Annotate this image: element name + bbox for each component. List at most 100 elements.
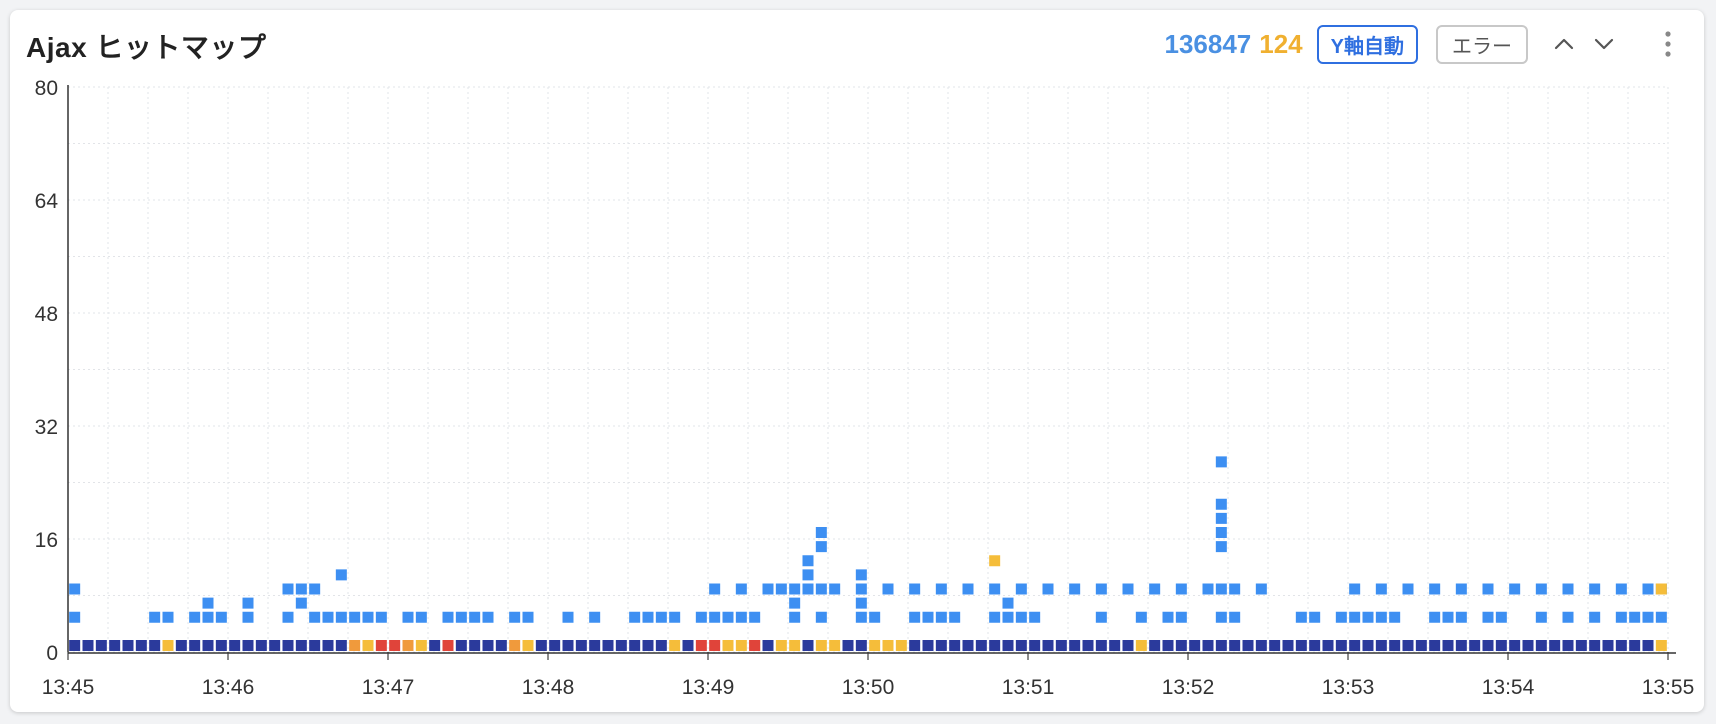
hitmap-cell-fast [815,583,827,595]
hitmap-cell-fast [709,611,721,623]
hitmap-cell-fast [1509,583,1521,595]
hitmap-cell-normal [1282,640,1294,651]
hitmap-cell-fast [802,555,814,567]
hitmap-cell-fast [1229,611,1241,623]
hitmap-cell-normal [1509,640,1521,651]
hitmap-cell-fast [309,611,321,623]
hitmap-cell-normal [1362,640,1374,651]
hitmap-cell-fast [1215,456,1227,468]
widget-header: Ajax ヒットマップ 136847 124 Y軸自動 エラー [26,24,1688,64]
total-count: 136847 [1164,28,1252,59]
hitmap-cell-normal [469,640,481,651]
hitmap-cell-fast [162,611,174,623]
hitmap-cell-warning [722,640,734,651]
hitmap-cell-fast [1095,611,1107,623]
hitmap-cell-normal [82,640,94,651]
hitmap-cell-fast [1162,611,1174,623]
hitmap-cell-normal [109,640,121,651]
hitmap-cell-fast [1389,611,1401,623]
hitmap-cell-error [389,640,401,651]
hitmap-cell-normal [629,640,641,651]
hitmap-cell-normal [1029,640,1041,651]
hitmap-cell-normal [1149,640,1161,651]
hitmap-cell-normal [495,640,507,651]
hitmap-cell-normal [1002,640,1014,651]
hitmap-cell-normal [189,640,201,651]
hitmap-cell-warning [815,640,827,651]
hitmap-cell-fast [1402,583,1414,595]
hitmap-cell-normal [1322,640,1334,651]
hitmap-cell-fast [1015,583,1027,595]
hitmap-cell-fast [935,611,947,623]
more-vertical-icon[interactable] [1648,24,1688,64]
hitmap-cell-fast [1642,583,1654,595]
x-tick-label: 13:50 [842,676,895,699]
hitmap-cell-fast [855,611,867,623]
x-tick-label: 13:47 [362,676,415,699]
error-filter-button[interactable]: エラー [1436,24,1528,64]
hitmap-cell-fast [1375,611,1387,623]
hitmap-cell-fast [282,611,294,623]
hitmap-cell-fast [1202,583,1214,595]
hitmap-cell-fast [1215,583,1227,595]
hitmap-cell-normal [1349,640,1361,651]
y-tick-label: 32 [35,416,58,439]
hitmap-cell-fast [202,597,214,609]
hitmap-cell-normal [1015,640,1027,651]
ajax-hitmap-widget: Ajax ヒットマップ 136847 124 Y軸自動 エラー [10,10,1704,712]
hitmap-cell-normal [1615,640,1627,651]
hitmap-cell-normal [1309,640,1321,651]
hitmap-cell-fast [242,597,254,609]
hitmap-cell-normal [1589,640,1601,651]
hitmap-cell-fast [589,611,601,623]
hitmap-cell-warning [669,640,681,651]
hitmap-cell-fast [1589,611,1601,623]
hitmap-cell-normal [602,640,614,651]
y-axis-auto-button[interactable]: Y軸自動 [1316,24,1418,64]
hitmap-cell-normal [562,640,574,651]
hitmap-cell-normal [1442,640,1454,651]
hitmap-cell-fast [1015,611,1027,623]
hitmap-cell-fast [1375,583,1387,595]
hitmap-cell-fast [909,611,921,623]
hitmap-cell-warning [775,640,787,651]
hitmap-cell-fast [1429,611,1441,623]
hitmap-cell-normal [1535,640,1547,651]
chevron-down-icon[interactable] [1584,24,1624,64]
hitmap-cell-normal [295,640,307,651]
hitmap-cell-normal [1162,640,1174,651]
hitmap-cell-fast [309,583,321,595]
hitmap-cell-fast [375,611,387,623]
hitmap-cell-normal [242,640,254,651]
hitmap-cell-fast [1562,583,1574,595]
hitmap-cell-fast [1615,611,1627,623]
hitmap-cell-fast [855,569,867,581]
chevron-up-icon[interactable] [1544,24,1584,64]
hitmap-cell-normal [535,640,547,651]
hitmap-cell-warning [789,640,801,651]
hitmap-cell-fast [1135,611,1147,623]
hitmap-cell-normal [589,640,601,651]
hitmap-cell-slow [349,640,361,651]
hitmap-cell-fast [242,611,254,623]
hitmap-cell-normal [322,640,334,651]
header-controls: 136847 124 Y軸自動 エラー [1165,24,1689,64]
hitmap-cell-normal [215,640,227,651]
hitmap-cell-normal [1629,640,1641,651]
hitmap-cell-fast [1042,583,1054,595]
hitmap-cell-fast [1175,583,1187,595]
hitmap-cell-fast [1349,583,1361,595]
hitmap-cell-normal [255,640,267,651]
hitmap-cell-normal [1189,640,1201,651]
hitmap-cell-fast [735,611,747,623]
hitmap-cell-fast [789,583,801,595]
hitmap-cell-normal [975,640,987,651]
hitmap-cell-fast [1149,583,1161,595]
hitmap-cell-normal [655,640,667,651]
hitmap-cell-fast [522,611,534,623]
widget-title: Ajax ヒットマップ [26,32,267,63]
hitmap-cell-normal [1455,640,1467,651]
hitmap-cell-fast [815,611,827,623]
hitmap-cell-warning [1655,583,1667,595]
